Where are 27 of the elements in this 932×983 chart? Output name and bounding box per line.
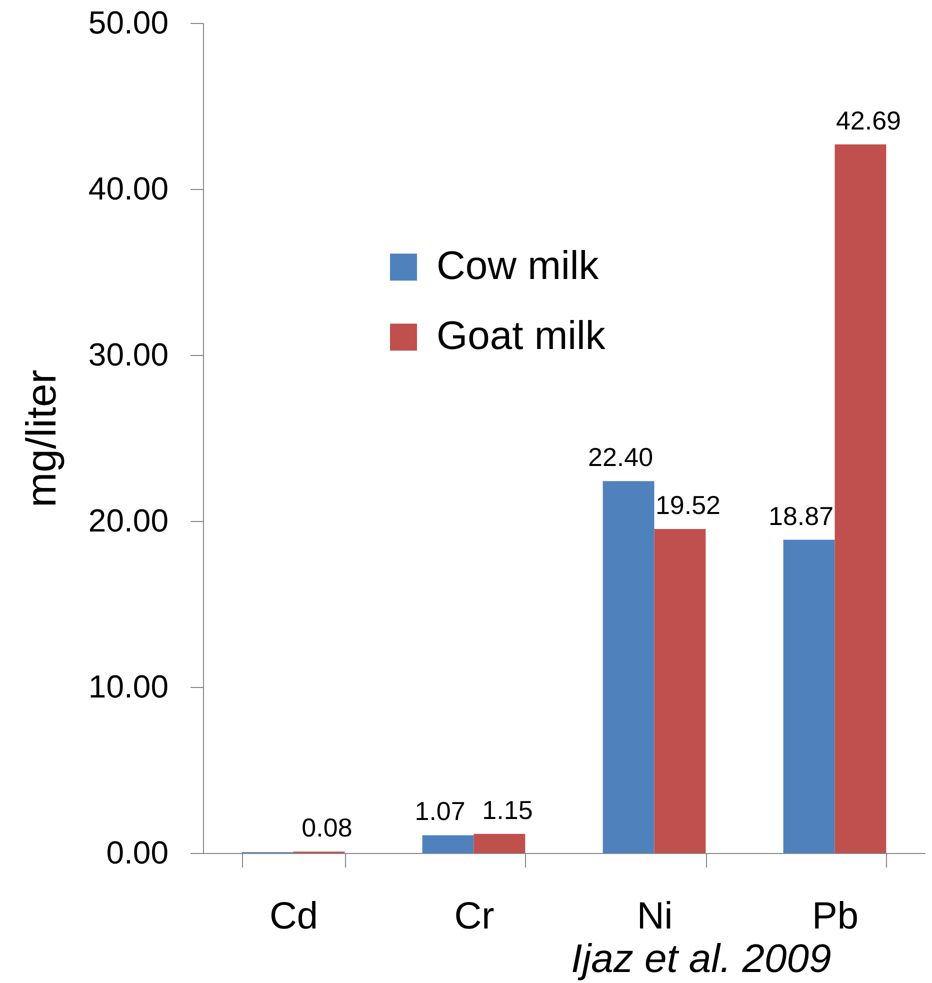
bar <box>834 144 886 853</box>
legend-label: Goat milk <box>436 314 606 358</box>
x-tick-label: Cr <box>454 896 495 938</box>
data-label: 0.08 <box>302 812 352 843</box>
data-label: 1.07 <box>414 796 466 826</box>
bar <box>602 481 654 853</box>
bar <box>654 528 706 853</box>
x-tick-label: Ni <box>636 896 673 938</box>
bar <box>783 540 835 853</box>
data-label: 1.15 <box>482 794 533 825</box>
y-tick-label: 10.00 <box>88 668 168 704</box>
y-tick-label: 20.00 <box>88 502 168 538</box>
bar <box>474 834 526 853</box>
data-label: 42.69 <box>836 105 902 136</box>
x-tick-label: Pb <box>812 896 858 938</box>
x-tick-label: Cd <box>269 896 318 938</box>
y-tick-label: 50.00 <box>88 4 168 40</box>
text: Ijaz et al. 2009 <box>571 937 832 981</box>
data-label: 19.52 <box>655 490 721 520</box>
data-label: 18.87 <box>768 500 834 531</box>
y-tick-label: 40.00 <box>88 170 168 206</box>
y-tick-label: 0.00 <box>106 834 168 870</box>
legend-label: Cow milk <box>436 244 600 288</box>
data-label: 22.40 <box>588 442 654 472</box>
bar <box>422 835 474 853</box>
y-tick-label: 30.00 <box>88 336 168 372</box>
y-axis-title: mg/liter <box>17 370 64 508</box>
